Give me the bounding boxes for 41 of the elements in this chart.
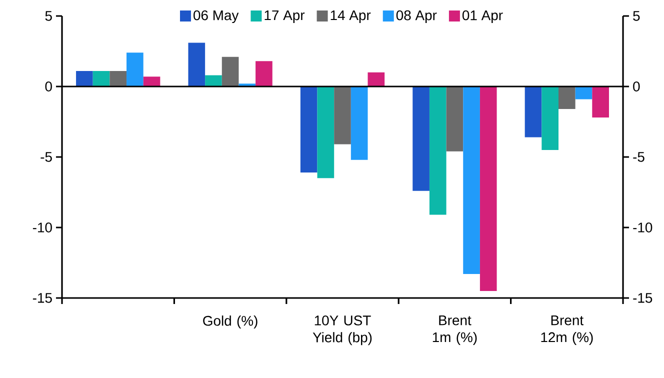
y2-tick-label: -15: [633, 293, 652, 303]
bar: [188, 42, 206, 86]
legend-label: 17 Apr: [264, 10, 305, 23]
bar: [558, 86, 576, 110]
y-tick-label: -5: [40, 152, 52, 162]
bar: [256, 61, 272, 86]
x-tick-label: Brent 1m (%): [432, 316, 477, 345]
bar: [446, 86, 464, 152]
y-tick-label: 5: [45, 11, 52, 21]
y2-tick-label: 5: [633, 11, 640, 21]
y2-tick-label: -5: [633, 152, 644, 162]
bar: [350, 86, 368, 160]
bar: [205, 75, 222, 86]
bar: [222, 56, 239, 86]
x-tick-label: Gold (%): [203, 316, 258, 329]
bar: [412, 86, 430, 191]
bar: [76, 70, 93, 86]
legend-label: 01 Apr: [462, 10, 503, 24]
bar: [110, 70, 127, 86]
y-tick-label: -15: [32, 293, 52, 303]
bar: [300, 86, 318, 173]
bar: [463, 86, 480, 274]
legend-label: 06 May: [194, 10, 239, 24]
bar: [524, 86, 542, 138]
x-tick-label: Brent 12m (%): [541, 316, 593, 345]
bar: [368, 72, 385, 86]
y-tick-label: 0: [45, 82, 52, 92]
y-tick-label: -10: [32, 222, 52, 232]
bar: [126, 52, 144, 86]
bar: [334, 86, 351, 144]
legend-label: 14 Apr: [330, 10, 371, 23]
bar: [592, 86, 609, 118]
bar: [480, 86, 497, 291]
bar: [317, 86, 334, 178]
x-tick-label: 10Y UST Yield (bp): [312, 316, 372, 346]
bar: [429, 86, 446, 215]
legend-label: 08 Apr: [396, 10, 437, 24]
y2-tick-label: -10: [633, 222, 652, 232]
y2-tick-label: 0: [633, 82, 640, 92]
bar: [92, 70, 110, 86]
bar: [542, 86, 558, 150]
